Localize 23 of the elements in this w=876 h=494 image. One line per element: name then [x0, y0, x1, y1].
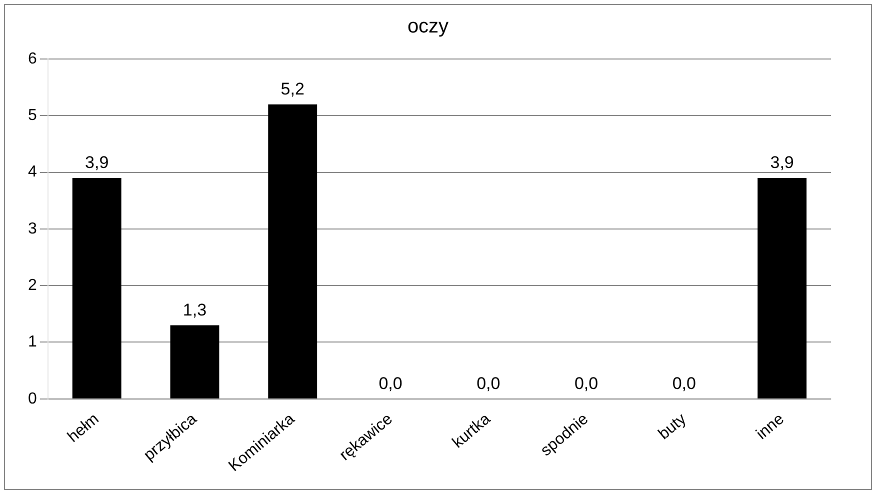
y-tick-label: 6: [28, 50, 37, 68]
x-tick-label: inne: [753, 410, 788, 444]
y-tick-label: 3: [28, 220, 37, 238]
data-label: 0,0: [672, 374, 696, 394]
data-label: 3,9: [770, 153, 794, 172]
data-label: 0,0: [574, 374, 598, 394]
y-tick-label: 4: [28, 164, 37, 181]
y-tick-label: 2: [28, 276, 37, 294]
y-tick-label: 1: [28, 334, 37, 351]
data-label: 1,3: [182, 300, 207, 320]
bar: [758, 178, 807, 398]
chart-title: oczy: [407, 16, 449, 38]
x-tick-label: hełm: [64, 410, 102, 446]
data-label: 5,2: [280, 80, 304, 98]
y-tick-label: 0: [28, 390, 37, 408]
bar: [170, 325, 220, 398]
bar: [72, 178, 122, 398]
y-tick-label: 5: [28, 107, 37, 124]
x-tick-label: buty: [655, 410, 690, 444]
data-label: 0,0: [476, 374, 500, 394]
data-label: 3,9: [85, 153, 109, 172]
bar: [268, 104, 318, 398]
data-label: 0,0: [378, 374, 402, 394]
